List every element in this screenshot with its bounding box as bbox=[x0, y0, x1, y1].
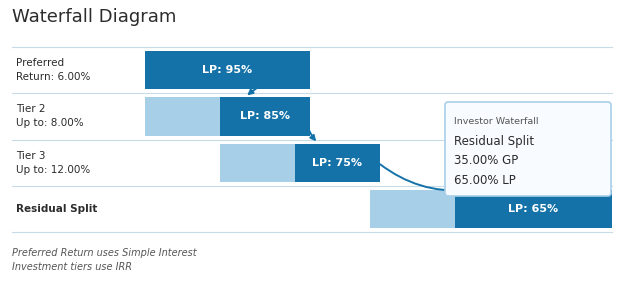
Text: LP: 95%: LP: 95% bbox=[202, 65, 253, 75]
Text: Tier 3
Up to: 12.00%: Tier 3 Up to: 12.00% bbox=[16, 151, 90, 175]
FancyBboxPatch shape bbox=[445, 102, 611, 196]
Text: Investment tiers use IRR: Investment tiers use IRR bbox=[12, 262, 132, 272]
Text: Residual Split: Residual Split bbox=[454, 135, 534, 148]
Text: Residual Split: Residual Split bbox=[16, 204, 97, 214]
Bar bbox=[145, 97, 220, 135]
Bar bbox=[295, 144, 380, 182]
Bar bbox=[370, 190, 455, 228]
Bar bbox=[145, 51, 310, 89]
Text: Tier 2
Up to: 8.00%: Tier 2 Up to: 8.00% bbox=[16, 104, 84, 128]
Text: Investor Waterfall: Investor Waterfall bbox=[454, 117, 539, 125]
Bar bbox=[455, 190, 612, 228]
Bar bbox=[220, 144, 295, 182]
Text: Waterfall Diagram: Waterfall Diagram bbox=[12, 8, 177, 26]
Text: 65.00% LP: 65.00% LP bbox=[454, 174, 516, 188]
Text: LP: 75%: LP: 75% bbox=[313, 158, 363, 168]
Text: 35.00% GP: 35.00% GP bbox=[454, 154, 519, 168]
Text: Preferred Return uses Simple Interest: Preferred Return uses Simple Interest bbox=[12, 248, 197, 258]
Text: Preferred
Return: 6.00%: Preferred Return: 6.00% bbox=[16, 58, 90, 82]
Text: LP: 65%: LP: 65% bbox=[509, 204, 558, 214]
Bar bbox=[220, 97, 310, 135]
Text: LP: 85%: LP: 85% bbox=[240, 111, 290, 121]
